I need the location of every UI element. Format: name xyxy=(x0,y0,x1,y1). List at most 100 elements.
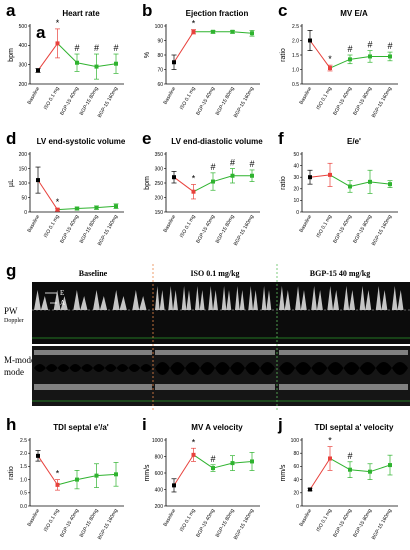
y-tick-e-1: 200 xyxy=(155,195,164,201)
x-tick-a-0: Baseline xyxy=(26,86,41,106)
x-tick-h-1: ISO 0.1 mg xyxy=(43,508,61,533)
x-tick-e-1: ISO 0.1 mg xyxy=(179,214,197,239)
y-tick-j-2: 40 xyxy=(293,477,299,483)
doppler-wave-1-6 xyxy=(235,286,245,310)
m-mode-image xyxy=(32,346,410,406)
mmode-wall-bottom-2 xyxy=(279,384,408,390)
data-point-b-1 xyxy=(191,29,196,34)
doppler-wave-1-8 xyxy=(261,286,272,310)
x-tick-h-3: BGP-15 80mg xyxy=(79,508,100,539)
doppler-wave-1-7 xyxy=(248,286,258,310)
mmode-wall-bottom-1 xyxy=(155,384,275,390)
series-segment-f-3 xyxy=(369,181,391,185)
significance-j-2: # xyxy=(347,451,352,461)
data-point-i-2 xyxy=(211,466,215,471)
x-tick-b-2: BGP-15 40mg xyxy=(195,86,216,117)
y-axis-label-h: ratio xyxy=(8,466,15,480)
y-tick-h-3: 1.5 xyxy=(20,464,27,470)
y-tick-b-1: 70 xyxy=(157,67,163,73)
panel-d: d LV end-systolic volume µL 0 50 100 150 200 Bas… xyxy=(0,128,136,256)
y-tick-d-2: 100 xyxy=(19,181,28,187)
mmode-cavity-2-0 xyxy=(279,362,296,375)
data-point-d-0 xyxy=(36,178,40,183)
series-segment-c-2 xyxy=(349,55,371,60)
data-point-a-4 xyxy=(114,61,118,66)
y-tick-c-0: 0.5 xyxy=(292,82,299,88)
panel-g: g Baseline ISO 0.1 mg/kg BGP-15 40 mg/kg… xyxy=(0,260,410,410)
chart-title-c: MV E/A xyxy=(340,9,368,18)
doppler-wave-1-5 xyxy=(221,286,232,310)
doppler-wave-0-2 xyxy=(73,290,88,310)
data-point-f-1 xyxy=(328,172,332,177)
x-tick-e-0: Baseline xyxy=(162,214,177,234)
data-point-c-2 xyxy=(348,57,352,62)
y-tick-d-3: 150 xyxy=(19,166,28,172)
mmode-cavity-0-5 xyxy=(93,364,105,372)
data-point-a-1 xyxy=(55,41,60,46)
y-tick-b-0: 60 xyxy=(157,82,163,88)
y-tick-j-0: 0 xyxy=(296,504,299,510)
series-segment-a-2 xyxy=(76,62,97,68)
pw-doppler-image xyxy=(32,282,410,344)
significance-a-1: * xyxy=(56,18,60,28)
y-tick-h-4: 2.0 xyxy=(20,451,27,457)
mmode-cavity-2-5 xyxy=(359,362,376,375)
doppler-wave-2-6 xyxy=(375,286,388,310)
series-segment-a-0 xyxy=(37,43,58,71)
data-point-f-2 xyxy=(348,184,352,189)
data-point-a-2 xyxy=(75,60,79,65)
doppler-wave-2-7 xyxy=(391,286,404,310)
chart-title-a: Heart rate xyxy=(62,9,100,18)
y-tick-a-0: 200 xyxy=(19,82,28,88)
mmode-cavity-2-2 xyxy=(311,362,328,375)
x-tick-f-2: BGP-15 40mg xyxy=(332,214,353,245)
x-tick-e-2: BGP-15 40mg xyxy=(195,214,216,245)
echo-row-pw-sub: Doppler xyxy=(4,318,24,324)
mmode-cavity-1-6 xyxy=(245,362,260,375)
panel-label-b: b xyxy=(142,1,152,20)
x-tick-d-1: ISO 0.1 mg xyxy=(43,214,61,239)
x-tick-i-2: BGP-15 40mg xyxy=(195,508,216,539)
x-tick-d-4: BGP-15 160mg xyxy=(97,214,120,247)
mmode-wall-bottom-0 xyxy=(34,384,152,390)
mmode-cavity-2-1 xyxy=(295,362,312,375)
mmode-cavity-1-4 xyxy=(215,362,230,375)
mmode-cavity-2-7 xyxy=(391,362,408,375)
x-tick-d-2: BGP-15 40mg xyxy=(59,214,80,245)
data-point-b-4 xyxy=(250,31,254,36)
significance-b-1: * xyxy=(192,19,196,29)
panel-label-c: c xyxy=(278,1,287,20)
series-segment-i-1 xyxy=(193,454,214,469)
mmode-cavity-1-5 xyxy=(230,362,245,375)
panel-label-extra-a: a xyxy=(36,23,46,42)
doppler-wave-2-5 xyxy=(359,286,372,310)
x-tick-d-0: Baseline xyxy=(26,214,41,234)
x-tick-h-4: BGP-15 160mg xyxy=(97,508,120,541)
significance-j-1: * xyxy=(328,436,332,446)
y-axis-label-b: % xyxy=(144,52,151,58)
significance-e-1: * xyxy=(192,173,196,183)
chart-a: a a Heart rate bpm 200 300 400 500 Baseline ISO 0… xyxy=(6,1,124,119)
y-tick-e-3: 300 xyxy=(155,166,164,172)
y-tick-c-3: 2.0 xyxy=(292,38,299,44)
y-tick-f-5: 50 xyxy=(293,152,299,158)
doppler-wave-1-3 xyxy=(195,286,205,310)
series-segment-e-2 xyxy=(212,175,233,183)
x-tick-c-4: BGP-15 160mg xyxy=(371,86,394,119)
series-segment-d-3 xyxy=(96,205,117,209)
series-segment-h-2 xyxy=(76,475,97,481)
y-tick-b-4: 100 xyxy=(155,24,164,30)
data-point-d-1 xyxy=(55,207,60,212)
significance-a-4: # xyxy=(113,43,118,53)
mmode-cavity-2-6 xyxy=(375,362,392,375)
data-point-f-4 xyxy=(388,182,392,187)
chart-title-h: TDI septal e'/a' xyxy=(53,423,108,432)
x-tick-f-0: Baseline xyxy=(298,214,313,234)
data-point-j-1 xyxy=(328,456,332,461)
y-tick-h-2: 1.0 xyxy=(20,477,27,483)
doppler-wave-0-1 xyxy=(53,290,68,310)
y-tick-b-3: 90 xyxy=(157,38,163,44)
y-tick-h-0: 0.0 xyxy=(20,504,27,510)
series-segment-j-3 xyxy=(369,464,391,473)
x-tick-a-3: BGP-15 80mg xyxy=(79,86,100,117)
